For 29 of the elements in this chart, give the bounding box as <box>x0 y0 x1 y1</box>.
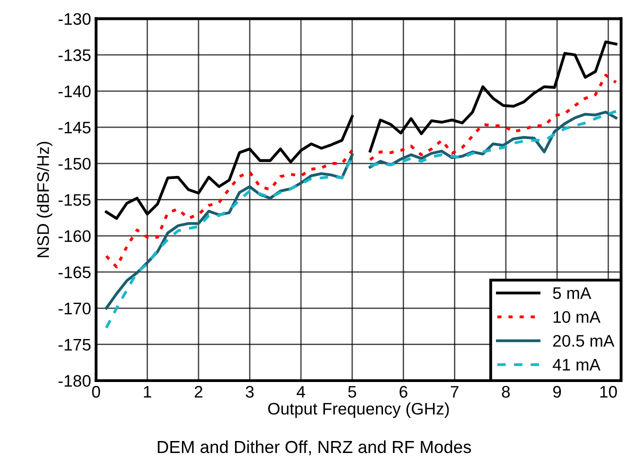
legend-label: 41 mA <box>552 359 600 370</box>
x-axis-title: Output Frequency (GHz) <box>268 402 449 418</box>
x-tick-label: 3 <box>246 386 254 398</box>
x-tick-label: 7 <box>450 386 458 398</box>
y-tick-label: -145 <box>58 122 91 134</box>
x-tick-label: 0 <box>92 386 100 398</box>
x-tick-label: 2 <box>194 386 202 398</box>
x-tick-label: 5 <box>348 386 356 398</box>
y-tick-label: -140 <box>58 85 91 98</box>
legend-label: 10 mA <box>554 311 600 323</box>
x-tick-label: 6 <box>400 386 408 398</box>
y-tick-label: -170 <box>58 302 91 314</box>
x-tick-label: 8 <box>502 386 510 398</box>
y-tick-label: -155 <box>58 194 91 206</box>
y-tick-label: -165 <box>58 266 91 278</box>
x-tick-label: 9 <box>553 386 561 398</box>
y-axis-title: NSD (dBFS/Hz) <box>36 142 52 258</box>
legend-label: 5 mA <box>553 287 592 300</box>
text: DEM and Dither Off, NRZ and RF Modes <box>158 440 471 456</box>
legend-label: 20.5 mA <box>553 334 614 347</box>
x-tick-label: 1 <box>144 386 152 398</box>
y-tick-label: -150 <box>58 158 91 170</box>
y-tick-label: -135 <box>58 49 91 62</box>
y-tick-label: -180 <box>58 375 91 387</box>
x-tick-label: 10 <box>600 386 617 398</box>
y-tick-label: -160 <box>58 230 91 242</box>
x-tick-label: 4 <box>296 386 306 398</box>
y-tick-label: -175 <box>58 338 91 351</box>
y-tick-label: -130 <box>58 13 91 25</box>
